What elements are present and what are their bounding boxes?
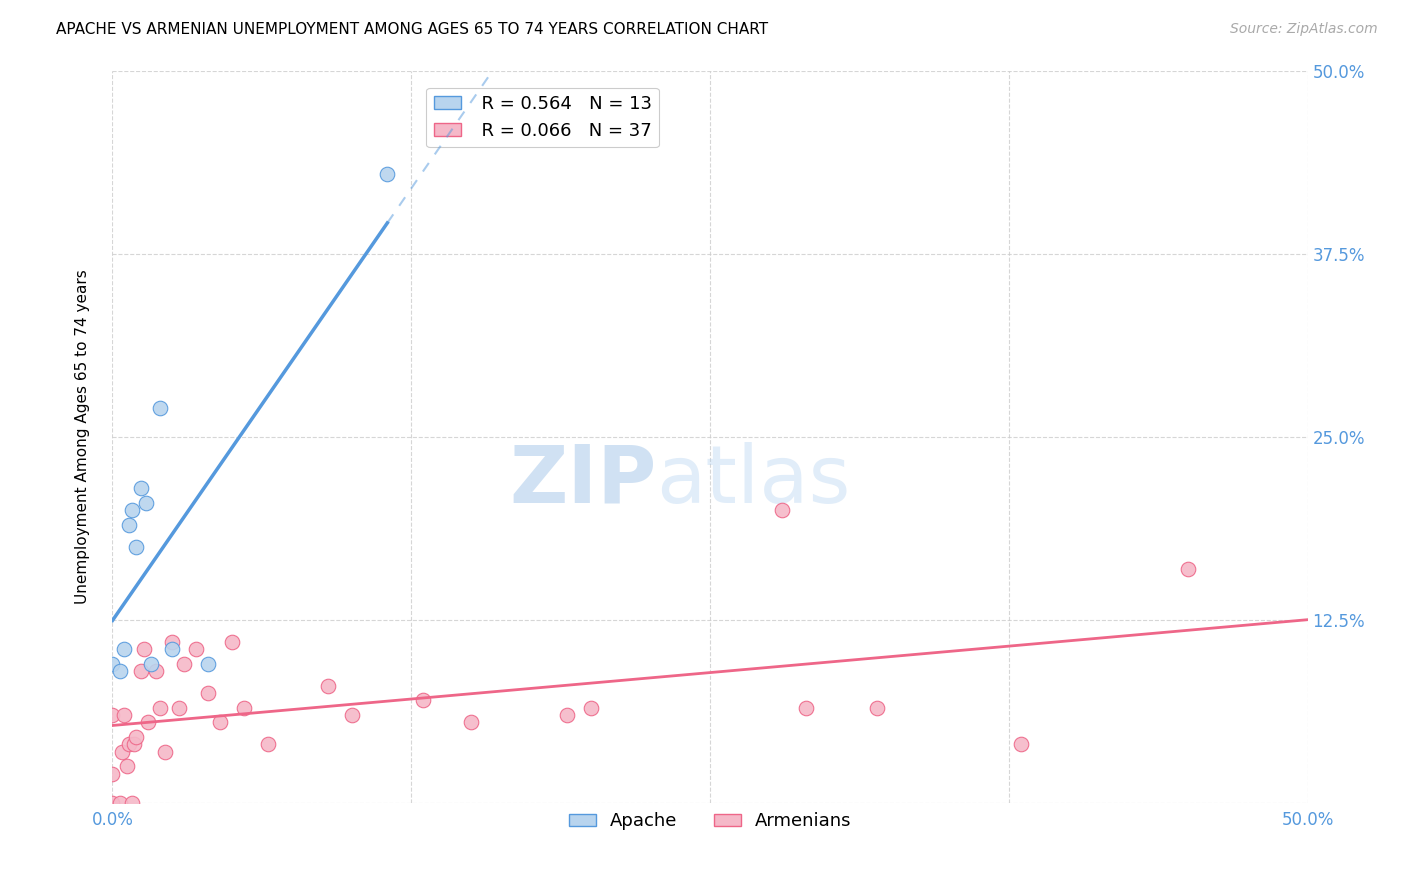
Point (108, 664, 131, 678)
Point (579, 700, 602, 714)
Point (162, 642, 183, 657)
Point (101, 708, 124, 723)
Point (135, 496, 157, 510)
Point (794, 700, 817, 714)
Point (377, 167, 399, 181)
Point (139, 657, 162, 671)
Point (101, 766, 124, 780)
Point (162, 635, 183, 649)
Point (186, 642, 208, 657)
Point (197, 657, 219, 671)
Point (221, 635, 243, 649)
Point (101, 796, 124, 810)
Text: APACHE VS ARMENIAN UNEMPLOYMENT AMONG AGES 65 TO 74 YEARS CORRELATION CHART: APACHE VS ARMENIAN UNEMPLOYMENT AMONG AG… (56, 22, 768, 37)
Point (412, 693, 434, 707)
Text: Source: ZipAtlas.com: Source: ZipAtlas.com (1230, 22, 1378, 37)
Point (101, 657, 124, 671)
Point (122, 737, 145, 751)
Point (114, 642, 135, 657)
Text: atlas: atlas (657, 442, 851, 520)
Point (460, 715, 482, 730)
Point (1177, 562, 1199, 576)
Point (209, 715, 232, 730)
Point (114, 708, 135, 723)
Point (169, 700, 191, 714)
Point (173, 657, 195, 671)
Point (145, 664, 167, 678)
Point (866, 700, 889, 714)
Point (125, 730, 148, 744)
Point (121, 503, 143, 517)
Point (153, 745, 176, 759)
Point (121, 796, 143, 810)
Point (108, 796, 131, 810)
Point (125, 540, 148, 554)
Point (149, 700, 172, 714)
Point (118, 737, 141, 751)
Point (233, 700, 256, 714)
Point (118, 517, 141, 532)
Point (115, 759, 138, 773)
Legend: Apache, Armenians: Apache, Armenians (561, 805, 859, 838)
Point (132, 642, 155, 657)
Point (257, 737, 280, 751)
Point (1010, 737, 1032, 751)
Point (111, 745, 134, 759)
Y-axis label: Unemployment Among Ages 65 to 74 years: Unemployment Among Ages 65 to 74 years (76, 269, 90, 605)
Point (197, 686, 219, 700)
Point (555, 708, 578, 723)
Point (138, 715, 160, 730)
Point (770, 503, 793, 517)
Point (149, 401, 172, 415)
Point (129, 664, 152, 678)
Point (129, 481, 152, 495)
Point (316, 679, 339, 693)
Text: ZIP: ZIP (509, 442, 657, 520)
Point (340, 708, 363, 723)
